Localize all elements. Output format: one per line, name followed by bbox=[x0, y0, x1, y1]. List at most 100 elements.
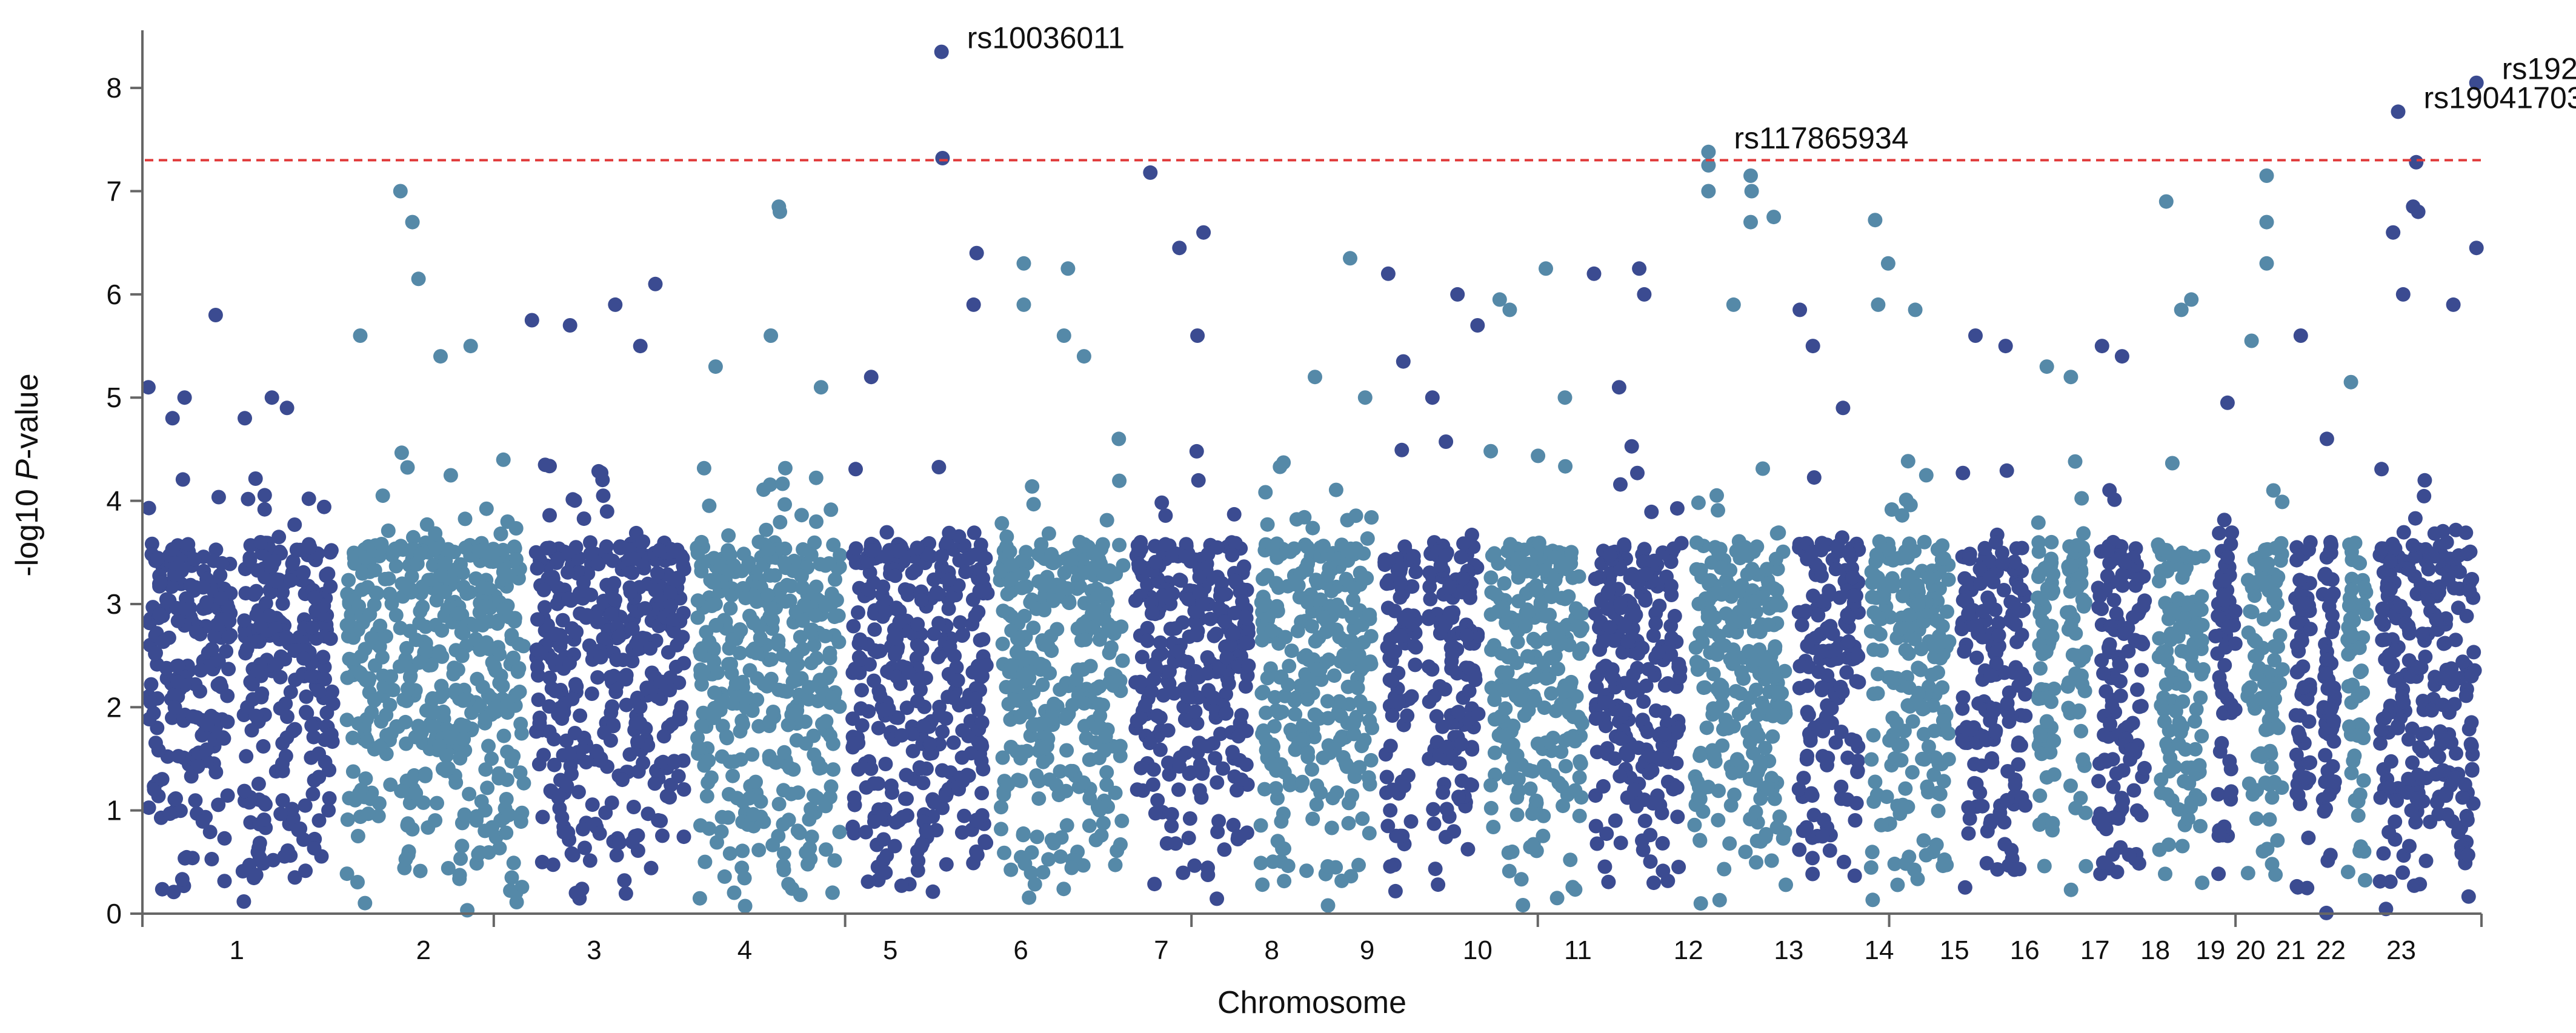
chr-13-point bbox=[1667, 608, 1682, 623]
chr-5-point bbox=[804, 829, 819, 845]
chr-7-point bbox=[1041, 852, 1056, 867]
chr-3-point bbox=[415, 736, 430, 751]
chr-4-point bbox=[626, 800, 641, 814]
chr-7-point bbox=[1082, 818, 1097, 833]
chr-7-point bbox=[1098, 729, 1113, 744]
chr-3-point bbox=[350, 875, 365, 889]
chr-4-point bbox=[565, 691, 580, 706]
chr-14-point bbox=[1756, 461, 1770, 476]
chr-22-point bbox=[2215, 685, 2230, 700]
chr-12-point bbox=[1494, 646, 1509, 661]
chr-5-point bbox=[736, 717, 750, 732]
chr-12-point bbox=[1544, 590, 1559, 605]
chr-21-point bbox=[2152, 631, 2167, 646]
chr-17-point bbox=[1955, 690, 1971, 705]
chr-4-point bbox=[562, 656, 577, 671]
chr-3-point bbox=[381, 523, 396, 538]
chr-1-point bbox=[185, 709, 201, 724]
chr-16-point bbox=[1890, 877, 1905, 892]
chr-9-point bbox=[1264, 623, 1279, 639]
chr-4-point bbox=[665, 543, 681, 559]
chr-14-point bbox=[1771, 685, 1786, 700]
chr-4-point bbox=[615, 772, 630, 788]
chr-16-point bbox=[1865, 845, 1880, 860]
chr-19-point bbox=[2078, 595, 2092, 610]
chr-11-point bbox=[1456, 571, 1471, 586]
chr-1-point bbox=[217, 831, 232, 846]
chr-3-point bbox=[406, 530, 421, 545]
chr-2-point bbox=[287, 722, 302, 737]
chr-6-point bbox=[879, 525, 894, 540]
chr-7-point bbox=[1016, 566, 1030, 582]
chr-6-point bbox=[865, 543, 879, 559]
chr-6-point bbox=[887, 839, 902, 854]
chr-4-point bbox=[665, 612, 681, 627]
chr-11-point bbox=[1456, 536, 1471, 551]
chr-5-point bbox=[828, 572, 842, 587]
chr-5-point bbox=[811, 756, 826, 771]
chr-3-point bbox=[472, 605, 487, 620]
chr-5-point bbox=[773, 514, 788, 530]
chr-5-point bbox=[690, 593, 705, 608]
chr-3-point bbox=[513, 814, 528, 829]
chr-14-point bbox=[1692, 748, 1708, 763]
chr-2-point bbox=[250, 664, 265, 679]
chr-15-point bbox=[1825, 626, 1840, 642]
chr-6-point bbox=[888, 568, 903, 583]
chr-13-point bbox=[1589, 836, 1605, 851]
chr-8-point bbox=[1217, 842, 1232, 857]
chr-9-point bbox=[1305, 811, 1320, 826]
chr-3-point bbox=[412, 616, 427, 631]
chr-2-point bbox=[304, 668, 318, 683]
chr-4-point bbox=[559, 779, 574, 794]
chr-14-point bbox=[1757, 700, 1772, 715]
chr-11-point bbox=[1459, 628, 1474, 643]
chr-5-point bbox=[796, 542, 811, 557]
chr-7-point bbox=[1093, 708, 1108, 723]
chr-3-point bbox=[500, 514, 515, 529]
chr-9-point bbox=[1313, 785, 1328, 800]
chr-8-point bbox=[1145, 605, 1160, 620]
chr-7-point bbox=[1115, 653, 1130, 668]
chr-10-point bbox=[1394, 442, 1409, 457]
chr-5-point bbox=[760, 588, 776, 603]
chr-11-point bbox=[1445, 647, 1460, 662]
chr-3-point bbox=[443, 468, 458, 483]
chr-15-point bbox=[1798, 603, 1813, 619]
chr-9-point bbox=[1259, 743, 1274, 757]
chr-7-point bbox=[1040, 639, 1056, 654]
chr-8-point bbox=[1130, 782, 1145, 797]
chr-3-point bbox=[388, 559, 404, 574]
chr-2-point bbox=[277, 849, 292, 864]
chr-1-point bbox=[144, 536, 159, 551]
chr-12-point bbox=[1509, 807, 1525, 822]
chr-7-point bbox=[1023, 865, 1039, 880]
chr-3-point bbox=[428, 813, 443, 828]
chr-5-point bbox=[728, 676, 744, 691]
chr-9-point bbox=[1364, 510, 1379, 525]
chr-1-point bbox=[168, 791, 183, 806]
chr-12-point bbox=[1529, 583, 1545, 598]
chr-5-point bbox=[826, 762, 840, 777]
chr-3-point bbox=[339, 617, 354, 633]
chr-23-point bbox=[2255, 844, 2271, 859]
chr-10-point bbox=[1385, 708, 1400, 723]
chr-15-point bbox=[1804, 786, 1819, 801]
chr-12-point bbox=[1526, 565, 1541, 580]
chr-8-point bbox=[1130, 538, 1145, 553]
chr-22-point bbox=[2221, 620, 2235, 635]
chr-13-point bbox=[1613, 731, 1628, 746]
chr-6-point bbox=[976, 571, 990, 586]
chr-8-point bbox=[1216, 587, 1231, 602]
chr-17-point bbox=[2000, 696, 2015, 711]
chr-18-point bbox=[2044, 694, 2058, 709]
chr-7-point bbox=[1026, 497, 1041, 512]
chr-3-point bbox=[504, 628, 519, 643]
chr-2-point bbox=[285, 802, 300, 817]
chr-4-point bbox=[534, 854, 550, 869]
chr-2-point bbox=[325, 696, 341, 711]
chr-3-point bbox=[399, 640, 414, 656]
chr-5-point bbox=[824, 502, 839, 517]
chr-1-point bbox=[141, 500, 156, 516]
chr-19-point bbox=[2069, 538, 2085, 553]
